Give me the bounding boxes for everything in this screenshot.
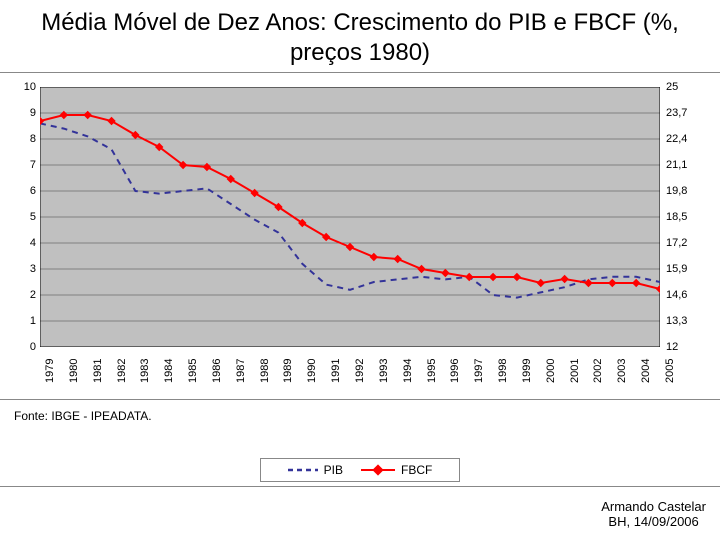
- x-tick-label: 1996: [449, 359, 461, 383]
- x-tick-label: 1980: [68, 359, 80, 383]
- legend: PIB FBCF: [260, 458, 460, 482]
- x-tick-label: 2002: [592, 359, 604, 383]
- y1-tick-label: 9: [6, 107, 36, 119]
- x-tick-label: 2001: [569, 359, 581, 383]
- y2-tick-label: 15,9: [666, 263, 706, 275]
- y1-tick-label: 6: [6, 185, 36, 197]
- y1-tick-label: 2: [6, 289, 36, 301]
- x-tick-label: 1983: [139, 359, 151, 383]
- x-tick-label: 1979: [44, 359, 56, 383]
- x-tick-label: 1999: [521, 359, 533, 383]
- x-tick-label: 2004: [640, 359, 652, 383]
- y2-tick-label: 17,2: [666, 237, 706, 249]
- y1-tick-label: 8: [6, 133, 36, 145]
- x-tick-label: 1991: [330, 359, 342, 383]
- footer-author: Armando Castelar: [601, 499, 706, 515]
- x-tick-label: 2000: [545, 359, 557, 383]
- x-tick-label: 1985: [187, 359, 199, 383]
- x-tick-label: 1988: [259, 359, 271, 383]
- x-tick-label: 1998: [497, 359, 509, 383]
- x-tick-label: 1982: [116, 359, 128, 383]
- legend-item-fbcf: FBCF: [361, 463, 432, 477]
- y2-tick-label: 19,8: [666, 185, 706, 197]
- y1-tick-label: 7: [6, 159, 36, 171]
- y2-tick-label: 21,1: [666, 159, 706, 171]
- y1-tick-label: 0: [6, 341, 36, 353]
- x-tick-label: 1981: [92, 359, 104, 383]
- footer-credit: Armando Castelar BH, 14/09/2006: [601, 499, 706, 530]
- y2-tick-label: 25: [666, 81, 706, 93]
- x-tick-label: 1987: [235, 359, 247, 383]
- x-tick-label: 1995: [426, 359, 438, 383]
- y2-tick-label: 22,4: [666, 133, 706, 145]
- x-tick-label: 2005: [664, 359, 676, 383]
- x-tick-label: 2003: [616, 359, 628, 383]
- y2-tick-label: 13,3: [666, 315, 706, 327]
- footer-date: BH, 14/09/2006: [601, 514, 706, 530]
- x-tick-label: 1994: [402, 359, 414, 383]
- y2-tick-label: 12: [666, 341, 706, 353]
- legend-label: PIB: [324, 463, 343, 477]
- plot: [40, 87, 660, 347]
- x-tick-label: 1986: [211, 359, 223, 383]
- y1-tick-label: 3: [6, 263, 36, 275]
- chart-title: Média Móvel de Dez Anos: Crescimento do …: [0, 0, 720, 73]
- y2-tick-label: 18,5: [666, 211, 706, 223]
- y1-tick-label: 4: [6, 237, 36, 249]
- x-tick-label: 1989: [282, 359, 294, 383]
- x-axis-labels: 1979 1980 1981 1982 1983 1984 1985 1986 1987 1988…: [40, 351, 660, 391]
- y1-tick-label: 1: [6, 315, 36, 327]
- legend-label: FBCF: [401, 463, 432, 477]
- y1-tick-label: 5: [6, 211, 36, 223]
- x-tick-label: 1984: [163, 359, 175, 383]
- x-tick-label: 1997: [473, 359, 485, 383]
- x-tick-label: 1990: [306, 359, 318, 383]
- x-tick-label: 1992: [354, 359, 366, 383]
- y2-tick-label: 23,7: [666, 107, 706, 119]
- y2-tick-label: 14,6: [666, 289, 706, 301]
- chart-area: 012345678910 1213,314,615,917,218,519,82…: [0, 79, 720, 389]
- y1-tick-label: 10: [6, 81, 36, 93]
- x-tick-label: 1993: [378, 359, 390, 383]
- legend-item-pib: PIB: [288, 463, 343, 477]
